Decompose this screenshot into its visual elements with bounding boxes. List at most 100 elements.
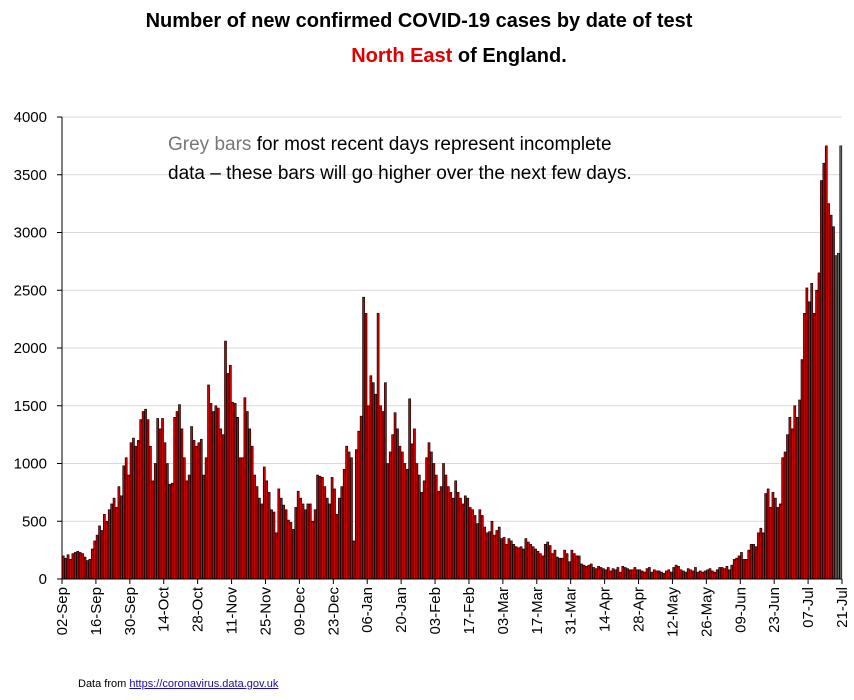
bar — [296, 490, 300, 580]
bar — [262, 466, 266, 580]
bar — [153, 463, 157, 580]
x-tick-label: 31-Mar — [563, 587, 580, 635]
x-tick-label: 09-Dec — [291, 587, 308, 636]
bar — [662, 572, 666, 580]
bar — [260, 503, 264, 580]
bar — [216, 407, 220, 580]
bar — [752, 544, 755, 580]
bar — [519, 546, 523, 580]
x-tick-label: 20-Jan — [393, 587, 410, 633]
y-tick-label: 4000 — [14, 109, 47, 126]
bar — [769, 507, 772, 580]
bar — [197, 442, 201, 580]
bar — [822, 162, 826, 580]
bar — [427, 442, 431, 580]
bar — [139, 419, 143, 580]
x-tick-label: 12-May — [664, 587, 681, 638]
y-tick-label: 2500 — [14, 282, 47, 299]
bar — [401, 451, 404, 580]
bar — [318, 475, 322, 580]
bar — [393, 412, 397, 580]
bar — [151, 480, 155, 580]
y-tick-label: 3000 — [14, 225, 47, 242]
bar — [221, 434, 225, 580]
bar — [124, 457, 128, 580]
bar — [764, 493, 768, 580]
bar — [703, 570, 707, 580]
region-suffix: of England. — [452, 45, 567, 67]
bar — [306, 503, 310, 580]
bar — [505, 544, 508, 580]
bar — [686, 568, 690, 580]
bar — [698, 570, 702, 580]
bar — [156, 418, 160, 580]
bar — [112, 497, 116, 580]
bar — [202, 474, 206, 580]
x-tick-label: 23-Jun — [766, 587, 783, 633]
bar — [759, 527, 763, 580]
bar — [781, 457, 784, 580]
bar — [718, 567, 722, 580]
bar — [689, 569, 692, 580]
bar — [459, 497, 462, 580]
bar — [379, 405, 382, 580]
bar — [316, 474, 319, 580]
bar — [255, 486, 259, 580]
bar — [328, 503, 332, 580]
bar — [648, 567, 651, 580]
bar — [267, 492, 271, 580]
bar — [299, 497, 302, 580]
bar — [127, 474, 130, 580]
bar — [795, 416, 799, 580]
bar — [650, 571, 654, 580]
bar — [279, 497, 283, 580]
source-link[interactable]: https://coronavirus.data.gov.uk — [129, 678, 279, 690]
bar — [667, 569, 671, 580]
bar — [338, 497, 341, 580]
bar — [502, 537, 506, 580]
bar — [367, 405, 370, 580]
bar — [170, 482, 174, 580]
bar — [626, 568, 629, 580]
bar — [495, 530, 499, 580]
bar — [606, 567, 610, 580]
bar — [728, 569, 731, 580]
bar — [212, 411, 215, 580]
bar — [684, 571, 688, 580]
bar — [604, 569, 608, 580]
bar — [350, 457, 353, 580]
bar — [371, 382, 375, 580]
bar — [122, 465, 126, 580]
x-axis-ticks: 02-Sep 16-Sep 30-Sep 14-Oct 28-Oct 11-Nov 25-N… — [54, 579, 851, 637]
bar — [725, 565, 729, 580]
bar — [195, 445, 198, 580]
bar — [166, 463, 169, 580]
annotation-line-1-text: for most recent days represent incomplet… — [251, 134, 611, 155]
bar — [732, 559, 736, 580]
bar — [294, 507, 298, 580]
x-tick-label: 07-Jul — [800, 587, 817, 628]
bar — [233, 403, 237, 580]
bar — [602, 568, 605, 580]
bar — [638, 569, 642, 580]
bar — [376, 313, 380, 580]
bar — [415, 463, 419, 580]
incomplete-bar — [834, 255, 838, 580]
x-tick-label: 28-Apr — [631, 587, 648, 632]
bar — [422, 480, 426, 580]
bar — [275, 532, 278, 580]
y-tick-label: 500 — [22, 513, 47, 530]
bar — [352, 540, 356, 580]
bar — [829, 214, 833, 580]
bar — [720, 567, 724, 580]
bar — [526, 541, 530, 580]
x-tick-label: 06-Jan — [359, 587, 376, 633]
bar — [665, 570, 668, 580]
bar — [820, 180, 823, 580]
bar — [168, 483, 172, 580]
bar — [132, 437, 135, 580]
bar — [548, 545, 552, 580]
bar — [311, 520, 315, 580]
bar — [623, 567, 627, 580]
bar — [514, 546, 518, 580]
